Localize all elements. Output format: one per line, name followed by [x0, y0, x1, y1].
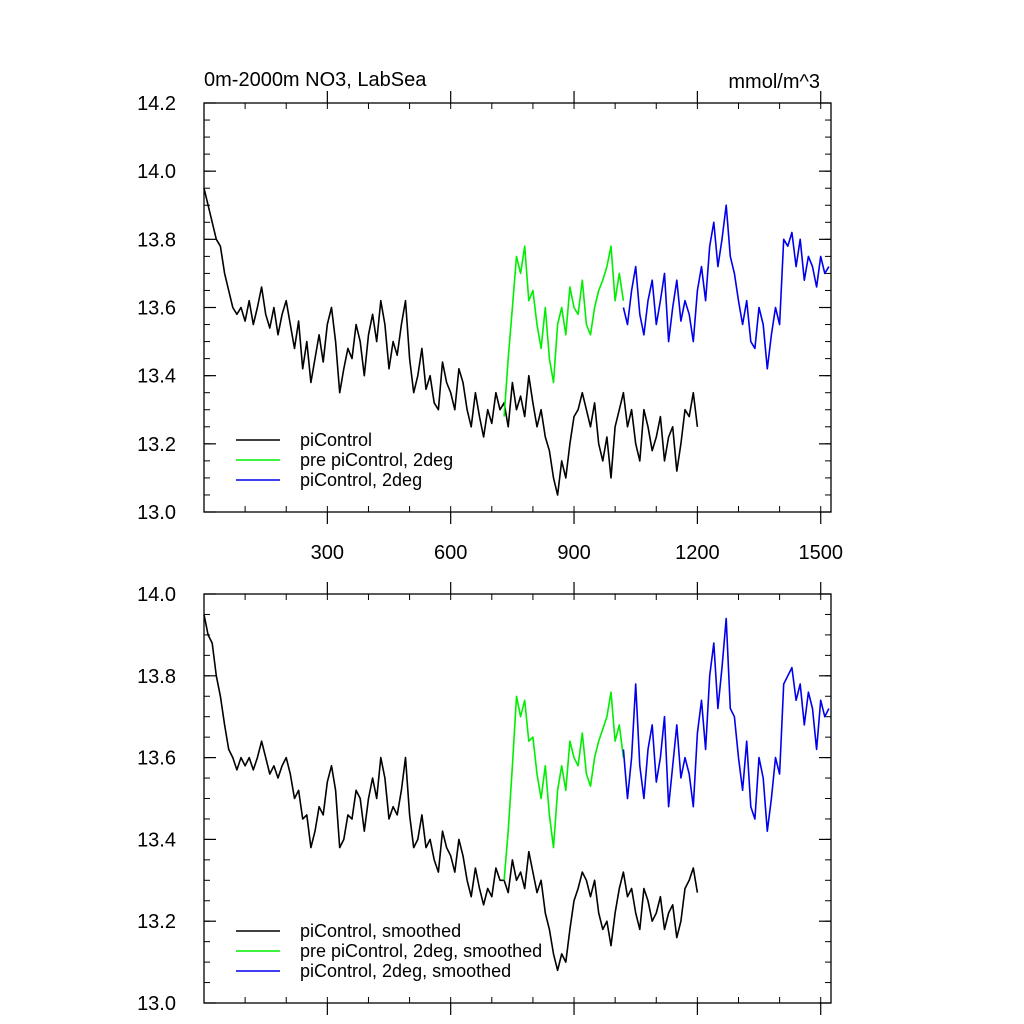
y-tick-label: 13.6: [137, 298, 176, 320]
y-tick-label: 13.2: [137, 911, 176, 933]
y-tick-label: 13.0: [137, 502, 176, 524]
series-line-0: [203, 614, 699, 972]
bottom-panel: 13.0 13.2 13.4 13.6 13.8 14.0 piControl, smoo…: [137, 582, 832, 1015]
x-tick-label: 300: [311, 542, 344, 564]
x-tick-label: 600: [434, 542, 467, 564]
legend-label: piControl, 2deg: [300, 470, 422, 490]
top-panel: 0m-2000m NO3, LabSea mmol/m^3 13.013.213…: [137, 69, 843, 564]
legend-label: pre piControl, 2deg, smoothed: [300, 941, 542, 961]
legend-label: piControl: [300, 430, 372, 450]
legend-label: piControl, smoothed: [300, 921, 461, 941]
chart-title: 0m-2000m NO3, LabSea: [204, 69, 427, 91]
top-tick-layer: 13.0 13.2 13.4 13.6 13.8 14.0 14.2 300 600 900 120…: [137, 91, 843, 564]
y-tick-label: 13.4: [137, 829, 176, 851]
y-tick-label: 14.2: [137, 93, 176, 115]
x-tick-label: 1200: [675, 542, 720, 564]
series-line-2: [622, 204, 830, 370]
y-tick-label: 14.0: [137, 584, 176, 606]
top-series-layer: [203, 188, 830, 496]
top-plot-frame: [203, 102, 832, 513]
y-tick-label: 13.6: [137, 748, 176, 770]
series-line-2: [622, 617, 830, 833]
units-label: mmol/m^3: [728, 71, 820, 93]
y-tick-label: 13.2: [137, 434, 176, 456]
y-tick-label: 13.8: [137, 229, 176, 251]
series-line-1: [503, 245, 625, 417]
y-tick-label: 14.0: [137, 161, 176, 183]
y-tick-label: 13.4: [137, 366, 176, 388]
y-tick-label: 13.0: [137, 993, 176, 1015]
series-line-0: [203, 188, 699, 496]
legend-label: piControl, 2deg, smoothed: [300, 961, 511, 981]
bottom-series-layer: [203, 614, 830, 972]
bottom-tick-layer: 13.0 13.2 13.4 13.6 13.8 14.0: [137, 582, 831, 1015]
y-tick-label: 13.8: [137, 666, 176, 688]
x-tick-label: 900: [557, 542, 590, 564]
x-tick-label: 1500: [798, 542, 843, 564]
series-line-1: [503, 691, 625, 881]
legend-label: pre piControl, 2deg: [300, 450, 453, 470]
